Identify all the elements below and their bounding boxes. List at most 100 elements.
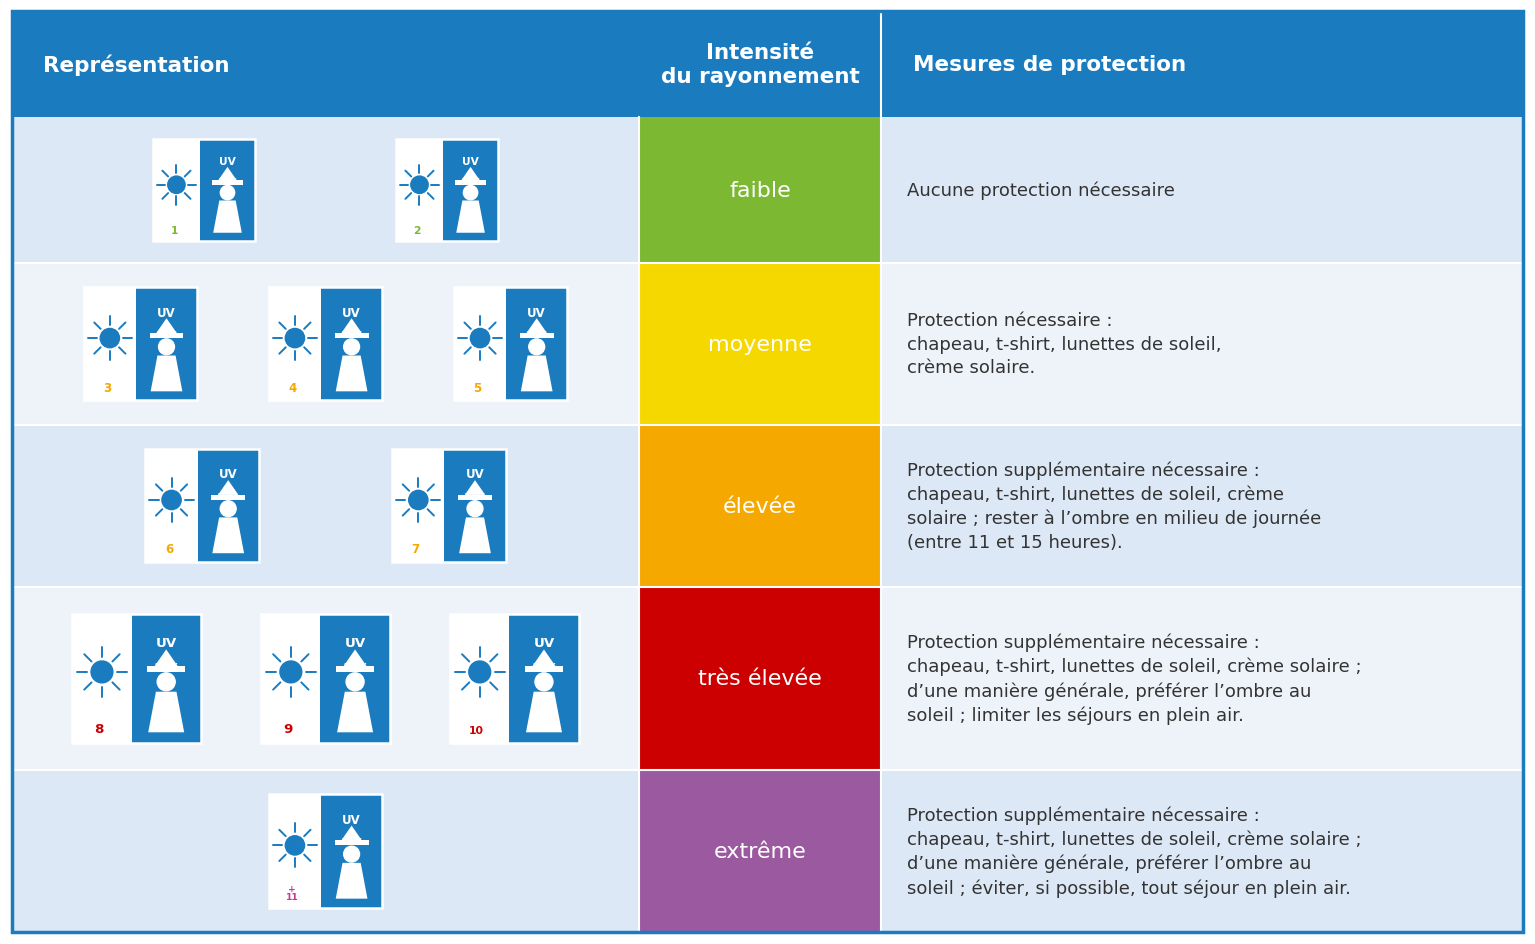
FancyBboxPatch shape <box>396 140 499 242</box>
Text: 10: 10 <box>470 725 484 735</box>
Bar <box>261 615 390 743</box>
Bar <box>212 181 243 186</box>
Polygon shape <box>155 649 178 666</box>
Circle shape <box>464 186 477 200</box>
Circle shape <box>286 329 304 348</box>
Polygon shape <box>218 480 238 496</box>
Circle shape <box>167 177 186 194</box>
Bar <box>335 333 368 339</box>
Text: moyenne: moyenne <box>708 334 812 354</box>
Polygon shape <box>149 692 184 733</box>
FancyBboxPatch shape <box>261 615 390 743</box>
Text: faible: faible <box>729 180 791 201</box>
Circle shape <box>221 186 235 200</box>
FancyBboxPatch shape <box>146 449 259 563</box>
Bar <box>72 615 201 743</box>
Bar <box>12 118 639 263</box>
Text: UV: UV <box>462 157 479 167</box>
FancyBboxPatch shape <box>84 288 196 401</box>
Circle shape <box>528 340 545 355</box>
FancyBboxPatch shape <box>72 615 201 743</box>
Bar <box>12 770 639 932</box>
Text: INDEX: INDEX <box>218 178 236 183</box>
Bar <box>12 263 639 425</box>
Text: Intensité
du rayonnement: Intensité du rayonnement <box>660 43 860 87</box>
Bar <box>261 615 321 743</box>
Text: 5: 5 <box>473 381 482 395</box>
Bar <box>146 449 259 563</box>
Bar <box>212 496 246 500</box>
Circle shape <box>345 673 364 691</box>
Polygon shape <box>456 201 485 233</box>
Bar <box>639 118 881 263</box>
Text: UV: UV <box>342 813 361 826</box>
Bar <box>12 12 1523 118</box>
Circle shape <box>344 340 359 355</box>
Bar <box>525 666 563 672</box>
Bar <box>881 118 1523 263</box>
Text: UV: UV <box>220 157 236 167</box>
Text: INDEX: INDEX <box>527 330 546 335</box>
Polygon shape <box>341 319 362 333</box>
Polygon shape <box>150 356 183 392</box>
Polygon shape <box>533 649 556 666</box>
Text: Protection supplémentaire nécessaire :
chapeau, t-shirt, lunettes de soleil, crè: Protection supplémentaire nécessaire : c… <box>907 633 1362 724</box>
Bar <box>457 496 493 500</box>
Bar <box>149 333 184 339</box>
Bar <box>147 666 186 672</box>
Bar <box>269 795 321 908</box>
Text: 2: 2 <box>413 226 421 236</box>
Bar <box>456 181 487 186</box>
Polygon shape <box>520 356 553 392</box>
Text: Protection supplémentaire nécessaire :
chapeau, t-shirt, lunettes de soleil, crè: Protection supplémentaire nécessaire : c… <box>907 805 1362 897</box>
Bar <box>454 288 568 401</box>
Bar <box>396 140 444 242</box>
Text: 4: 4 <box>289 381 296 395</box>
Polygon shape <box>527 692 562 733</box>
Polygon shape <box>459 518 491 553</box>
Bar <box>450 615 510 743</box>
Polygon shape <box>213 201 243 233</box>
Bar <box>84 288 196 401</box>
Polygon shape <box>212 518 244 553</box>
FancyBboxPatch shape <box>393 449 505 563</box>
Polygon shape <box>338 692 373 733</box>
Text: UV: UV <box>220 468 238 480</box>
Text: 3: 3 <box>103 381 112 395</box>
Text: INDEX: INDEX <box>218 492 238 497</box>
Text: INDEX: INDEX <box>465 492 485 497</box>
Circle shape <box>100 329 120 348</box>
Circle shape <box>468 662 491 683</box>
Text: UV: UV <box>533 636 554 649</box>
Polygon shape <box>462 168 480 181</box>
Bar <box>881 425 1523 587</box>
Bar <box>269 795 382 908</box>
Text: 7: 7 <box>411 543 419 556</box>
Text: UV: UV <box>528 306 546 319</box>
Bar <box>154 140 255 242</box>
Bar <box>450 615 579 743</box>
Text: INDEX: INDEX <box>460 178 480 183</box>
Text: 9: 9 <box>282 722 293 735</box>
Text: UV: UV <box>344 636 365 649</box>
FancyBboxPatch shape <box>454 288 568 401</box>
Polygon shape <box>341 826 362 840</box>
Circle shape <box>220 501 236 517</box>
Bar <box>639 425 881 587</box>
Circle shape <box>344 846 359 862</box>
Polygon shape <box>336 356 367 392</box>
Circle shape <box>286 835 304 855</box>
Circle shape <box>536 673 553 691</box>
Circle shape <box>467 501 484 517</box>
Bar <box>396 140 499 242</box>
Text: extrême: extrême <box>714 841 806 861</box>
Bar <box>881 263 1523 425</box>
Bar <box>336 666 375 672</box>
Polygon shape <box>336 863 367 899</box>
Circle shape <box>408 491 428 510</box>
Bar <box>454 288 507 401</box>
Text: INDEX: INDEX <box>155 663 178 668</box>
Text: 8: 8 <box>94 722 104 735</box>
Bar <box>72 615 132 743</box>
Text: UV: UV <box>157 306 177 319</box>
